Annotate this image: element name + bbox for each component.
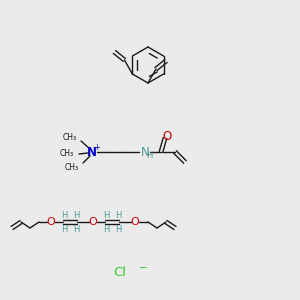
Text: H: H bbox=[61, 224, 67, 233]
Text: H: H bbox=[146, 151, 152, 160]
Text: O: O bbox=[130, 217, 140, 227]
Text: N: N bbox=[87, 146, 97, 158]
Text: Cl: Cl bbox=[113, 266, 127, 278]
Text: O: O bbox=[46, 217, 56, 227]
Text: O: O bbox=[162, 130, 172, 142]
Text: CH₃: CH₃ bbox=[60, 149, 74, 158]
Text: +: + bbox=[94, 143, 100, 152]
Text: H: H bbox=[103, 211, 109, 220]
Text: H: H bbox=[103, 224, 109, 233]
Text: H: H bbox=[115, 224, 121, 233]
Text: N: N bbox=[141, 146, 149, 158]
Text: −: − bbox=[135, 263, 148, 273]
Text: O: O bbox=[88, 217, 98, 227]
Text: CH₃: CH₃ bbox=[65, 163, 79, 172]
Text: H: H bbox=[73, 224, 79, 233]
Text: H: H bbox=[61, 211, 67, 220]
Text: H: H bbox=[73, 211, 79, 220]
Text: H: H bbox=[115, 211, 121, 220]
Text: CH₃: CH₃ bbox=[63, 133, 77, 142]
